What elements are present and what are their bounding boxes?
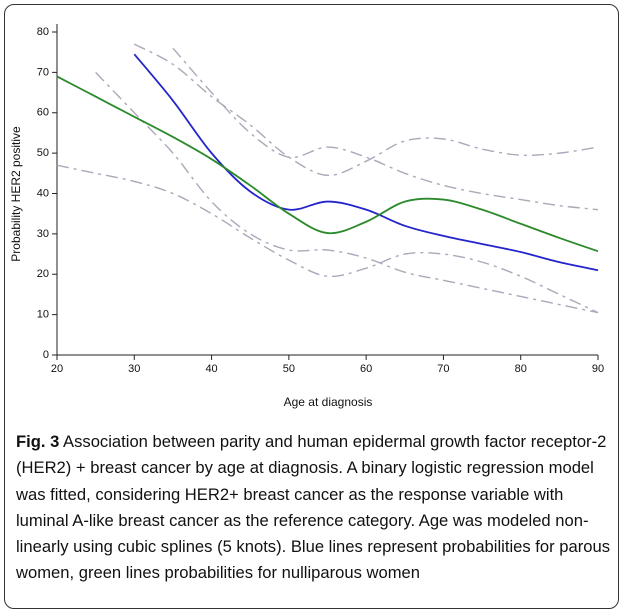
x-tick-label: 90 (592, 363, 604, 375)
y-tick-label: 20 (37, 268, 49, 280)
series-line (95, 71, 599, 314)
x-tick-label: 20 (51, 363, 63, 375)
y-tick-label: 70 (37, 66, 49, 78)
series-line (133, 43, 599, 177)
x-tick-label: 60 (360, 363, 372, 375)
caption: Fig. 3 Association between parity and hu… (16, 429, 616, 587)
series-line (56, 164, 599, 314)
x-tick-label: 80 (515, 363, 527, 375)
caption-label: Fig. 3 (16, 432, 60, 451)
series-line (133, 53, 599, 272)
y-tick-label: 0 (43, 349, 49, 361)
y-tick-label: 50 (37, 147, 49, 159)
x-tick-label: 70 (437, 363, 449, 375)
x-tick-label: 30 (128, 363, 140, 375)
y-tick-label: 80 (37, 26, 49, 38)
y-tick-label: 10 (37, 309, 49, 321)
x-axis-label: Age at diagnosis (284, 395, 373, 409)
series-line (172, 47, 599, 211)
figure-frame (4, 4, 619, 609)
y-axis-label: Probability HER2 positive (9, 126, 23, 262)
series-line (56, 75, 599, 253)
caption-text: Association between parity and human epi… (16, 432, 610, 583)
chart: Age at diagnosis Probability HER2 positi… (9, 24, 604, 409)
x-tick-label: 50 (283, 363, 295, 375)
y-tick-label: 60 (37, 107, 49, 119)
x-tick-label: 40 (205, 363, 217, 375)
y-tick-label: 30 (37, 228, 49, 240)
y-tick-label: 40 (37, 187, 49, 199)
